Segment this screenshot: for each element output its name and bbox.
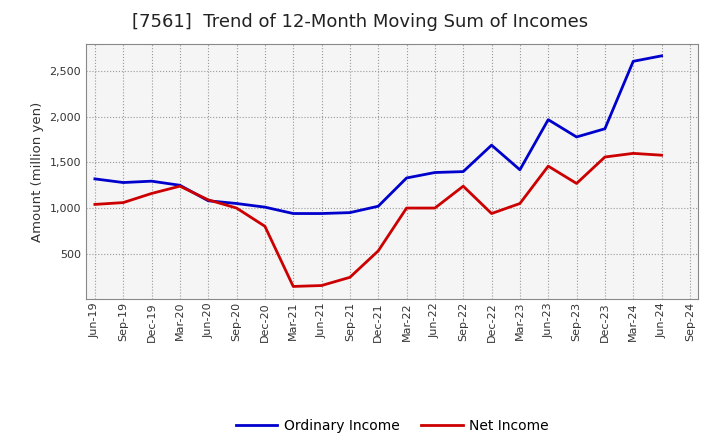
Ordinary Income	[261, 205, 269, 210]
Net Income	[119, 200, 127, 205]
Line: Ordinary Income: Ordinary Income	[95, 56, 662, 213]
Net Income	[516, 201, 524, 206]
Ordinary Income	[318, 211, 326, 216]
Ordinary Income	[544, 117, 552, 122]
Net Income	[544, 164, 552, 169]
Legend: Ordinary Income, Net Income: Ordinary Income, Net Income	[230, 413, 554, 438]
Net Income	[91, 202, 99, 207]
Ordinary Income	[289, 211, 297, 216]
Text: [7561]  Trend of 12-Month Moving Sum of Incomes: [7561] Trend of 12-Month Moving Sum of I…	[132, 13, 588, 31]
Net Income	[289, 284, 297, 289]
Net Income	[657, 153, 666, 158]
Ordinary Income	[402, 176, 411, 181]
Line: Net Income: Net Income	[95, 154, 662, 286]
Net Income	[204, 197, 212, 202]
Net Income	[261, 224, 269, 229]
Ordinary Income	[629, 59, 637, 64]
Net Income	[346, 275, 354, 280]
Ordinary Income	[91, 176, 99, 182]
Ordinary Income	[148, 179, 156, 184]
Y-axis label: Amount (million yen): Amount (million yen)	[31, 102, 44, 242]
Ordinary Income	[487, 143, 496, 148]
Net Income	[148, 191, 156, 196]
Ordinary Income	[459, 169, 467, 174]
Net Income	[600, 154, 609, 160]
Net Income	[431, 205, 439, 211]
Net Income	[318, 283, 326, 288]
Ordinary Income	[600, 126, 609, 132]
Net Income	[487, 211, 496, 216]
Net Income	[374, 248, 382, 253]
Net Income	[402, 205, 411, 211]
Ordinary Income	[374, 204, 382, 209]
Net Income	[572, 181, 581, 186]
Net Income	[629, 151, 637, 156]
Ordinary Income	[572, 134, 581, 139]
Ordinary Income	[657, 53, 666, 59]
Net Income	[459, 183, 467, 189]
Ordinary Income	[516, 167, 524, 172]
Ordinary Income	[233, 201, 241, 206]
Ordinary Income	[119, 180, 127, 185]
Net Income	[176, 183, 184, 189]
Ordinary Income	[176, 183, 184, 188]
Ordinary Income	[346, 210, 354, 215]
Net Income	[233, 205, 241, 211]
Ordinary Income	[431, 170, 439, 175]
Ordinary Income	[204, 198, 212, 203]
